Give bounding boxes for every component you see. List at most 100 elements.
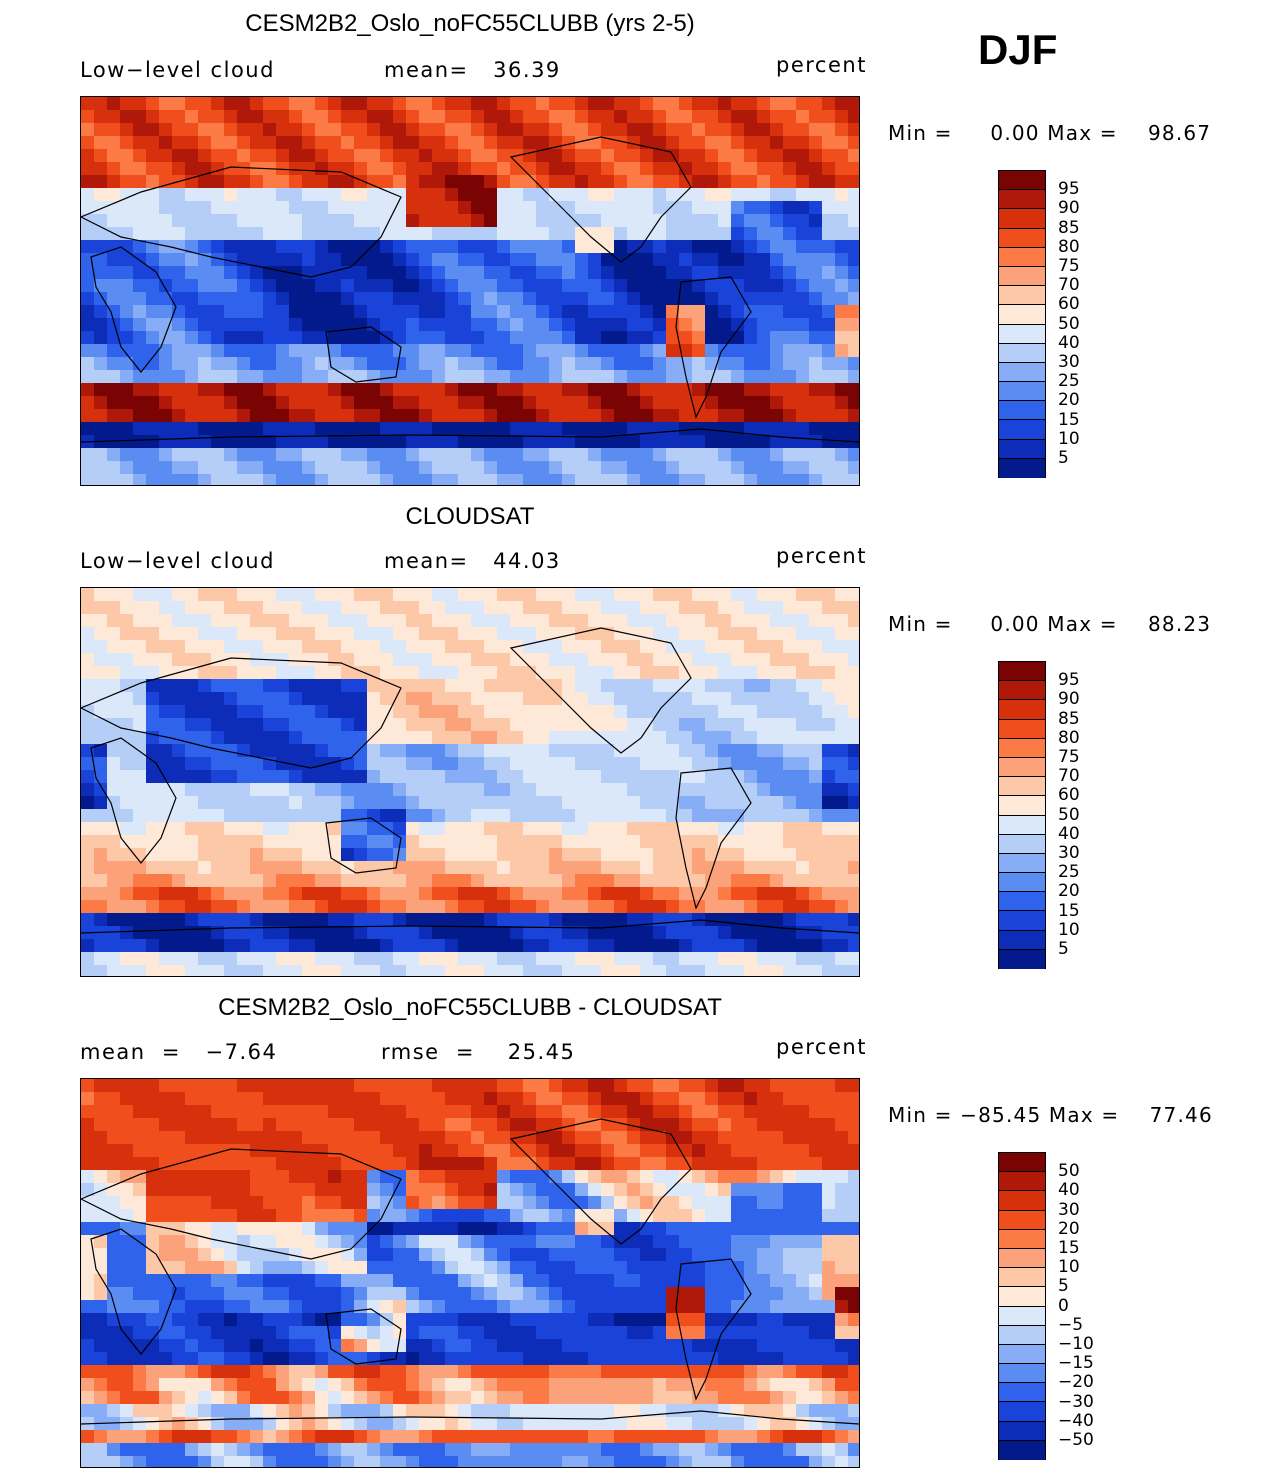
field-cell: [627, 796, 641, 810]
field-cell: [822, 835, 836, 849]
field-cell: [354, 627, 368, 641]
field-cell: [770, 926, 784, 940]
field-cell: [471, 422, 485, 436]
field-cell: [81, 162, 95, 176]
field-cell: [341, 1222, 355, 1236]
field-cell: [133, 705, 147, 719]
field-cell: [289, 900, 303, 914]
field-cell: [562, 396, 576, 410]
field-cell: [198, 588, 212, 602]
field-cell: [601, 1352, 615, 1366]
field-cell: [848, 809, 859, 823]
field-cell: [770, 861, 784, 875]
field-cell: [484, 965, 498, 976]
field-cell: [731, 627, 745, 641]
field-cell: [835, 253, 849, 267]
field-cell: [770, 1326, 784, 1340]
field-cell: [432, 640, 446, 654]
field-cell: [263, 1313, 277, 1327]
field-cell: [549, 292, 563, 306]
field-cell: [81, 409, 95, 423]
field-cell: [94, 357, 108, 371]
field-cell: [484, 136, 498, 150]
field-cell: [562, 1326, 576, 1340]
field-cell: [263, 874, 277, 888]
field-cell: [172, 653, 186, 667]
field-cell: [783, 770, 797, 784]
field-cell: [510, 214, 524, 228]
field-cell: [159, 614, 173, 628]
field-cell: [406, 370, 420, 384]
field-cell: [432, 149, 446, 163]
field-cell: [562, 783, 576, 797]
field-cell: [653, 1339, 667, 1353]
field-cell: [393, 731, 407, 745]
field-cell: [835, 783, 849, 797]
field-cell: [367, 913, 381, 927]
field-cell: [354, 331, 368, 345]
field-cell: [744, 162, 758, 176]
field-cell: [796, 1118, 810, 1132]
field-cell: [575, 679, 589, 693]
field-cell: [601, 1235, 615, 1249]
field-cell: [81, 614, 95, 628]
field-cell: [302, 848, 316, 862]
field-cell: [250, 1352, 264, 1366]
field-cell: [679, 1313, 693, 1327]
field-cell: [601, 835, 615, 849]
field-cell: [211, 292, 225, 306]
panel-2-map-plot: [81, 588, 859, 976]
field-cell: [575, 188, 589, 202]
field-cell: [302, 149, 316, 163]
field-cell: [341, 1287, 355, 1301]
field-cell: [484, 744, 498, 758]
field-cell: [692, 448, 706, 462]
field-cell: [588, 214, 602, 228]
field-cell: [575, 640, 589, 654]
field-cell: [679, 110, 693, 124]
field-cell: [770, 1287, 784, 1301]
field-cell: [484, 1300, 498, 1314]
field-cell: [211, 601, 225, 615]
field-cell: [575, 240, 589, 254]
field-cell: [211, 926, 225, 940]
field-cell: [289, 253, 303, 267]
field-cell: [276, 1183, 290, 1197]
field-cell: [666, 1183, 680, 1197]
field-cell: [289, 640, 303, 654]
field-cell: [575, 162, 589, 176]
field-cell: [744, 188, 758, 202]
field-cell: [211, 123, 225, 137]
field-cell: [471, 1092, 485, 1106]
field-cell: [224, 1287, 238, 1301]
field-cell: [302, 1209, 316, 1223]
field-cell: [848, 718, 859, 732]
field-cell: [367, 965, 381, 976]
field-cell: [653, 435, 667, 449]
field-cell: [133, 1209, 147, 1223]
field-cell: [341, 474, 355, 485]
field-cell: [627, 1287, 641, 1301]
field-cell: [328, 1079, 342, 1093]
field-cell: [146, 188, 160, 202]
field-cell: [445, 757, 459, 771]
field-cell: [653, 266, 667, 280]
field-cell: [81, 305, 95, 319]
field-cell: [757, 1196, 771, 1210]
field-cell: [146, 422, 160, 436]
field-cell: [770, 913, 784, 927]
field-cell: [237, 1131, 251, 1145]
field-cell: [81, 692, 95, 706]
field-cell: [692, 1222, 706, 1236]
field-cell: [536, 227, 550, 241]
field-cell: [120, 731, 134, 745]
field-cell: [185, 601, 199, 615]
field-cell: [159, 1248, 173, 1262]
field-cell: [653, 422, 667, 436]
field-cell: [549, 1144, 563, 1158]
field-cell: [731, 1157, 745, 1171]
field-cell: [133, 666, 147, 680]
field-cell: [497, 1235, 511, 1249]
field-cell: [172, 240, 186, 254]
field-cell: [185, 1235, 199, 1249]
